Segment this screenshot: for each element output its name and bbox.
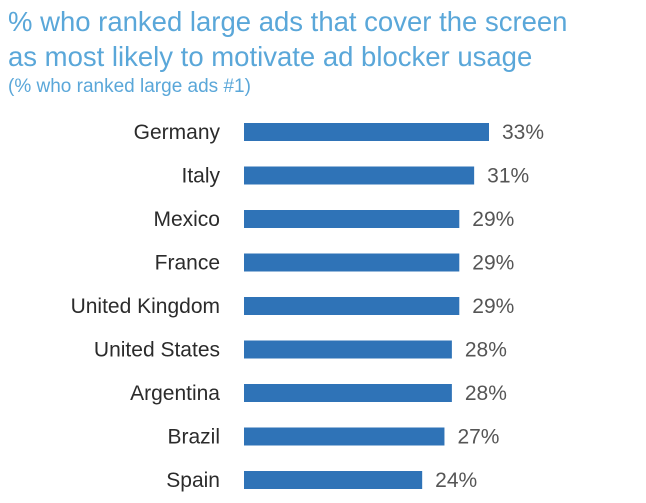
- value-label: 31%: [487, 165, 529, 188]
- category-label: France: [155, 252, 220, 275]
- value-label: 28%: [465, 339, 507, 362]
- category-label: Italy: [181, 165, 220, 188]
- bar-brazil: [244, 427, 445, 446]
- bar-italy: [244, 166, 475, 185]
- value-label: 29%: [472, 208, 514, 231]
- value-label: 29%: [472, 252, 514, 275]
- bar-mexico: [244, 210, 460, 228]
- bar-france: [244, 253, 460, 272]
- category-label: Germany: [134, 121, 221, 144]
- value-label: 24%: [435, 469, 477, 492]
- value-label: 27%: [457, 426, 499, 449]
- chart-title-line-1: % who ranked large ads that cover the sc…: [8, 6, 568, 37]
- bar-germany: [244, 123, 489, 141]
- category-label: Brazil: [167, 426, 220, 449]
- value-label: 28%: [465, 382, 507, 405]
- category-label: United States: [94, 339, 220, 362]
- bar-argentina: [244, 384, 452, 402]
- bar-united-states: [244, 340, 452, 359]
- category-label: Argentina: [130, 382, 220, 405]
- value-label: 29%: [472, 295, 514, 318]
- category-label: Spain: [166, 469, 220, 492]
- chart-subtitle: (% who ranked large ads #1): [8, 76, 251, 97]
- category-label: Mexico: [153, 208, 220, 231]
- bar-united-kingdom: [244, 297, 460, 315]
- chart-title-line-2: as most likely to motivate ad blocker us…: [8, 41, 533, 72]
- chart-title: % who ranked large ads that cover the sc…: [8, 4, 644, 74]
- bar-spain: [244, 471, 423, 489]
- value-label: 33%: [502, 121, 544, 144]
- category-label: United Kingdom: [71, 295, 220, 318]
